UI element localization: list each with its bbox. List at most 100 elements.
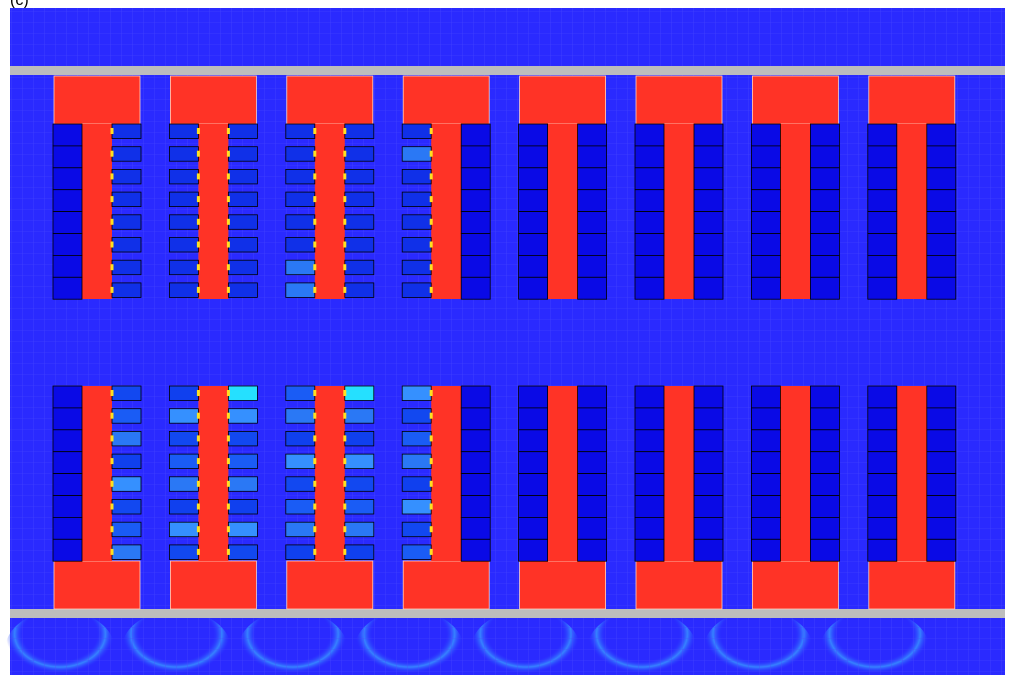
block-tile: [867, 254, 898, 278]
block-tile: [460, 473, 491, 496]
fin-root: [343, 173, 347, 180]
block-tile: [460, 517, 491, 540]
fin: [401, 191, 432, 208]
block-tile: [693, 451, 724, 475]
block-tile: [518, 538, 548, 562]
block-tile: [810, 276, 840, 300]
block-tile: [577, 167, 607, 191]
sink-base: [868, 560, 956, 610]
fin-root: [313, 173, 317, 180]
block-tile: [693, 233, 724, 256]
fin-root: [313, 128, 317, 134]
block-tile: [693, 123, 724, 147]
fin: [227, 282, 258, 298]
block-tile: [926, 451, 957, 475]
sink-stem: [314, 386, 345, 561]
block-tile: [634, 211, 665, 234]
block-tile: [460, 495, 491, 518]
fin: [168, 544, 199, 560]
block-tile: [460, 123, 491, 147]
block-tile: [810, 254, 840, 278]
fin-root: [110, 264, 114, 271]
fin: [227, 259, 258, 276]
block-tile: [926, 385, 957, 409]
fin-root: [343, 218, 347, 225]
block-tile: [577, 254, 607, 278]
fin: [285, 214, 316, 230]
fin-root: [429, 503, 433, 510]
block-tile: [751, 429, 781, 453]
block-tile: [634, 473, 665, 496]
fin-root: [196, 218, 200, 225]
fin: [344, 476, 375, 492]
fin: [401, 282, 432, 298]
fin: [168, 259, 199, 276]
fin-root: [110, 503, 114, 510]
block-tile: [926, 538, 957, 562]
block-tile: [52, 233, 83, 256]
block-tile: [810, 538, 840, 562]
sink-base: [53, 75, 141, 125]
block-tile: [577, 189, 607, 212]
block-tile: [867, 407, 898, 431]
block-tile: [634, 167, 665, 191]
fin: [227, 499, 258, 515]
block-tile: [810, 473, 840, 496]
block-tile: [926, 254, 957, 278]
block-tile: [634, 145, 665, 169]
block-tile: [52, 451, 83, 475]
block-tile: [751, 189, 781, 212]
fin-root: [343, 458, 347, 465]
fin: [227, 430, 258, 447]
fin-root: [196, 548, 200, 555]
block-tile: [518, 385, 548, 409]
block-tile: [751, 233, 781, 256]
fin: [111, 476, 142, 492]
fin-root: [429, 286, 433, 293]
block-tile: [810, 407, 840, 431]
fin: [285, 123, 316, 139]
fin-root: [226, 412, 230, 419]
block-tile: [634, 189, 665, 212]
sink-stem: [664, 386, 694, 561]
block-tile: [518, 276, 548, 300]
bottom-wall: [10, 609, 1005, 618]
sink-base: [635, 560, 723, 610]
fin: [344, 168, 375, 185]
block-tile: [810, 451, 840, 475]
fin-root: [429, 458, 433, 465]
block-tile: [52, 254, 83, 278]
fin: [168, 430, 199, 447]
block-tile: [867, 385, 898, 409]
block-tile: [810, 123, 840, 147]
fin: [401, 237, 432, 253]
fin: [111, 282, 142, 298]
block-tile: [518, 429, 548, 453]
sink-stem: [896, 386, 927, 561]
block-tile: [867, 451, 898, 475]
fin: [285, 259, 316, 276]
block-tile: [867, 189, 898, 212]
block-tile: [693, 495, 724, 518]
fin-root: [429, 526, 433, 533]
fin-root: [196, 150, 200, 157]
fin-root: [226, 218, 230, 225]
block-tile: [926, 233, 957, 256]
block-tile: [751, 407, 781, 431]
fin-root: [110, 128, 114, 134]
block-tile: [926, 189, 957, 212]
block-tile: [518, 495, 548, 518]
block-tile: [693, 254, 724, 278]
fin: [401, 430, 432, 447]
block-tile: [810, 167, 840, 191]
block-tile: [810, 495, 840, 518]
fin-root: [343, 412, 347, 419]
block-tile: [867, 145, 898, 169]
fin: [285, 499, 316, 515]
block-tile: [460, 276, 491, 300]
fin: [168, 214, 199, 230]
sink-base: [752, 560, 839, 610]
block-tile: [926, 167, 957, 191]
block-tile: [518, 517, 548, 540]
block-tile: [577, 276, 607, 300]
